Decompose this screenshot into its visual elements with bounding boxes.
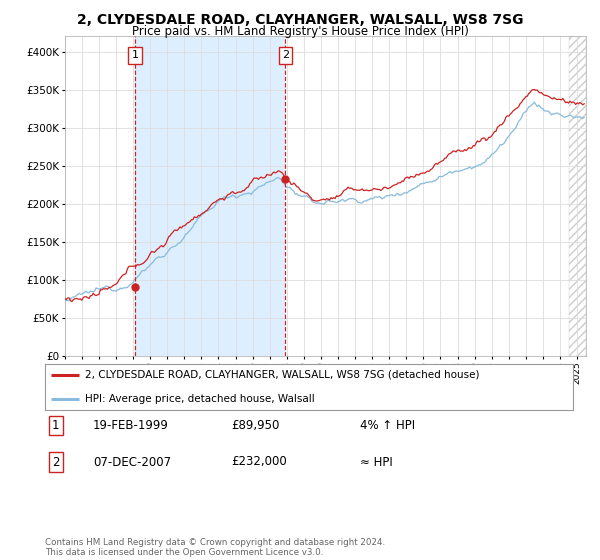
Text: 07-DEC-2007: 07-DEC-2007: [93, 455, 171, 469]
Bar: [286, 36, 586, 356]
Text: 19-FEB-1999: 19-FEB-1999: [93, 419, 169, 432]
Bar: [135, 36, 286, 356]
Text: 2, CLYDESDALE ROAD, CLAYHANGER, WALSALL, WS8 7SG: 2, CLYDESDALE ROAD, CLAYHANGER, WALSALL,…: [77, 13, 523, 27]
Text: £89,950: £89,950: [231, 419, 280, 432]
Text: Contains HM Land Registry data © Crown copyright and database right 2024.
This d: Contains HM Land Registry data © Crown c…: [45, 538, 385, 557]
Text: HPI: Average price, detached house, Walsall: HPI: Average price, detached house, Wals…: [85, 394, 314, 404]
Text: Price paid vs. HM Land Registry's House Price Index (HPI): Price paid vs. HM Land Registry's House …: [131, 25, 469, 38]
Bar: [135, 36, 286, 356]
Text: 1: 1: [131, 50, 139, 60]
Bar: [569, 36, 586, 356]
Text: 4% ↑ HPI: 4% ↑ HPI: [360, 419, 415, 432]
Text: 2, CLYDESDALE ROAD, CLAYHANGER, WALSALL, WS8 7SG (detached house): 2, CLYDESDALE ROAD, CLAYHANGER, WALSALL,…: [85, 370, 479, 380]
Text: £232,000: £232,000: [231, 455, 287, 469]
Text: ≈ HPI: ≈ HPI: [360, 455, 393, 469]
Text: 2: 2: [52, 455, 59, 469]
Text: 2: 2: [282, 50, 289, 60]
Text: 1: 1: [52, 419, 59, 432]
